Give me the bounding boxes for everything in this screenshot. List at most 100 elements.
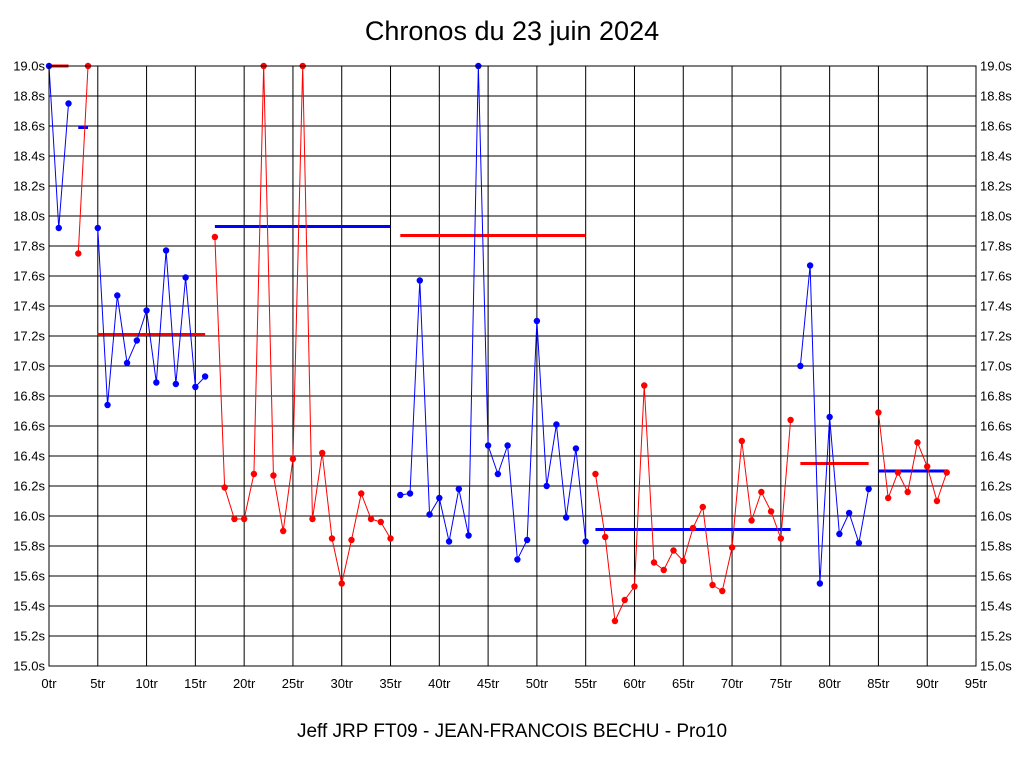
x-tick-label: 75tr (770, 676, 793, 691)
series-points (45, 62, 950, 625)
data-point (192, 383, 199, 391)
data-point (523, 536, 531, 544)
data-point (406, 490, 414, 497)
data-point (758, 488, 765, 496)
chart-title: Chronos du 23 juin 2024 (364, 16, 660, 46)
data-point (104, 401, 111, 409)
y-tick-label-right: 18.2s (980, 179, 1012, 194)
y-tick-label-right: 18.6s (980, 119, 1012, 134)
y-tick-label-right: 16.2s (980, 479, 1012, 494)
data-point (933, 497, 941, 505)
x-tick-label: 40tr (428, 676, 451, 691)
x-tick-label: 20tr (233, 676, 256, 691)
data-point (55, 224, 62, 232)
data-point (279, 527, 287, 535)
y-tick-label-right: 17.2s (980, 329, 1012, 344)
y-tick-label-left: 16.4s (13, 449, 45, 464)
y-tick-label-right: 16.4s (980, 449, 1012, 464)
y-tick-label-right: 17.6s (980, 269, 1012, 284)
data-point (748, 517, 755, 524)
data-point (250, 470, 258, 478)
data-point (875, 409, 882, 416)
data-point (465, 532, 472, 539)
data-point (738, 437, 746, 445)
y-tick-label-left: 18.8s (13, 89, 45, 104)
y-tick-label-left: 18.2s (13, 179, 45, 194)
data-point (133, 337, 141, 344)
data-point (114, 292, 121, 299)
y-tick-label-left: 15.6s (13, 569, 45, 584)
data-point (348, 536, 355, 544)
data-point (211, 233, 219, 241)
data-point (338, 580, 345, 587)
y-tick-label-left: 15.4s (13, 599, 45, 614)
data-point (172, 380, 180, 388)
data-point (865, 485, 872, 493)
data-point (65, 100, 72, 107)
y-tick-label-left: 17.6s (13, 269, 45, 284)
y-tick-label-right: 17.0s (980, 359, 1012, 374)
y-tick-label-left: 16.8s (13, 389, 45, 404)
y-tick-label-left: 15.0s (13, 659, 45, 674)
data-point (767, 508, 775, 515)
y-tick-label-right: 15.4s (980, 599, 1012, 614)
data-point (504, 442, 511, 449)
data-point (94, 224, 101, 232)
chart-subtitle: Jeff JRP FT09 - JEAN-FRANCOIS BECHU - Pr… (296, 721, 728, 742)
data-point (416, 277, 423, 284)
y-tick-label-left: 16.6s (13, 419, 45, 434)
y-tick-label-right: 18.4s (980, 149, 1012, 164)
data-point (445, 538, 453, 545)
y-tick-label-left: 17.2s (13, 329, 45, 344)
y-tick-label-right: 16.8s (980, 389, 1012, 404)
data-point (533, 317, 541, 325)
data-point (221, 484, 228, 491)
y-tick-label-right: 18.8s (980, 89, 1012, 104)
y-tick-label-left: 15.8s (13, 539, 45, 554)
y-tick-label-left: 19.0s (13, 59, 45, 74)
data-point (670, 547, 677, 554)
data-point (514, 556, 521, 563)
data-point (797, 362, 804, 370)
y-tick-label-right: 19.0s (980, 59, 1012, 74)
data-point (240, 515, 248, 523)
data-point (75, 250, 82, 257)
y-tick-label-left: 16.2s (13, 479, 45, 494)
data-point (484, 442, 492, 449)
y-tick-label-left: 17.0s (13, 359, 45, 374)
x-tick-label: 25tr (282, 676, 305, 691)
data-point (845, 509, 853, 517)
data-point (904, 488, 911, 496)
data-point (494, 470, 502, 478)
x-tick-label: 50tr (526, 676, 549, 691)
data-point (680, 557, 687, 565)
grid (48, 65, 977, 667)
y-tick-label-left: 18.6s (13, 119, 45, 134)
data-point (660, 566, 667, 574)
x-tick-label: 70tr (721, 676, 744, 691)
y-tick-label-right: 17.8s (980, 239, 1012, 254)
data-point (602, 533, 609, 541)
data-point (689, 524, 697, 532)
data-point (592, 470, 599, 478)
data-point (231, 515, 238, 523)
data-point (153, 379, 160, 386)
data-point (924, 463, 931, 470)
data-point (582, 538, 589, 545)
data-point (367, 515, 375, 523)
x-tick-label: 85tr (867, 676, 890, 691)
x-tick-label: 55tr (574, 676, 597, 691)
data-point (787, 416, 794, 424)
y-tick-label-left: 18.0s (13, 209, 45, 224)
data-point (816, 580, 824, 587)
series-line (77, 65, 89, 254)
plot-frame (48, 65, 977, 667)
data-point (631, 583, 638, 590)
y-tick-label-left: 17.8s (13, 239, 45, 254)
data-point (270, 472, 277, 479)
data-point (611, 617, 619, 625)
x-tick-label: 80tr (818, 676, 841, 691)
data-point (455, 485, 463, 493)
x-tick-label: 5tr (90, 676, 106, 691)
